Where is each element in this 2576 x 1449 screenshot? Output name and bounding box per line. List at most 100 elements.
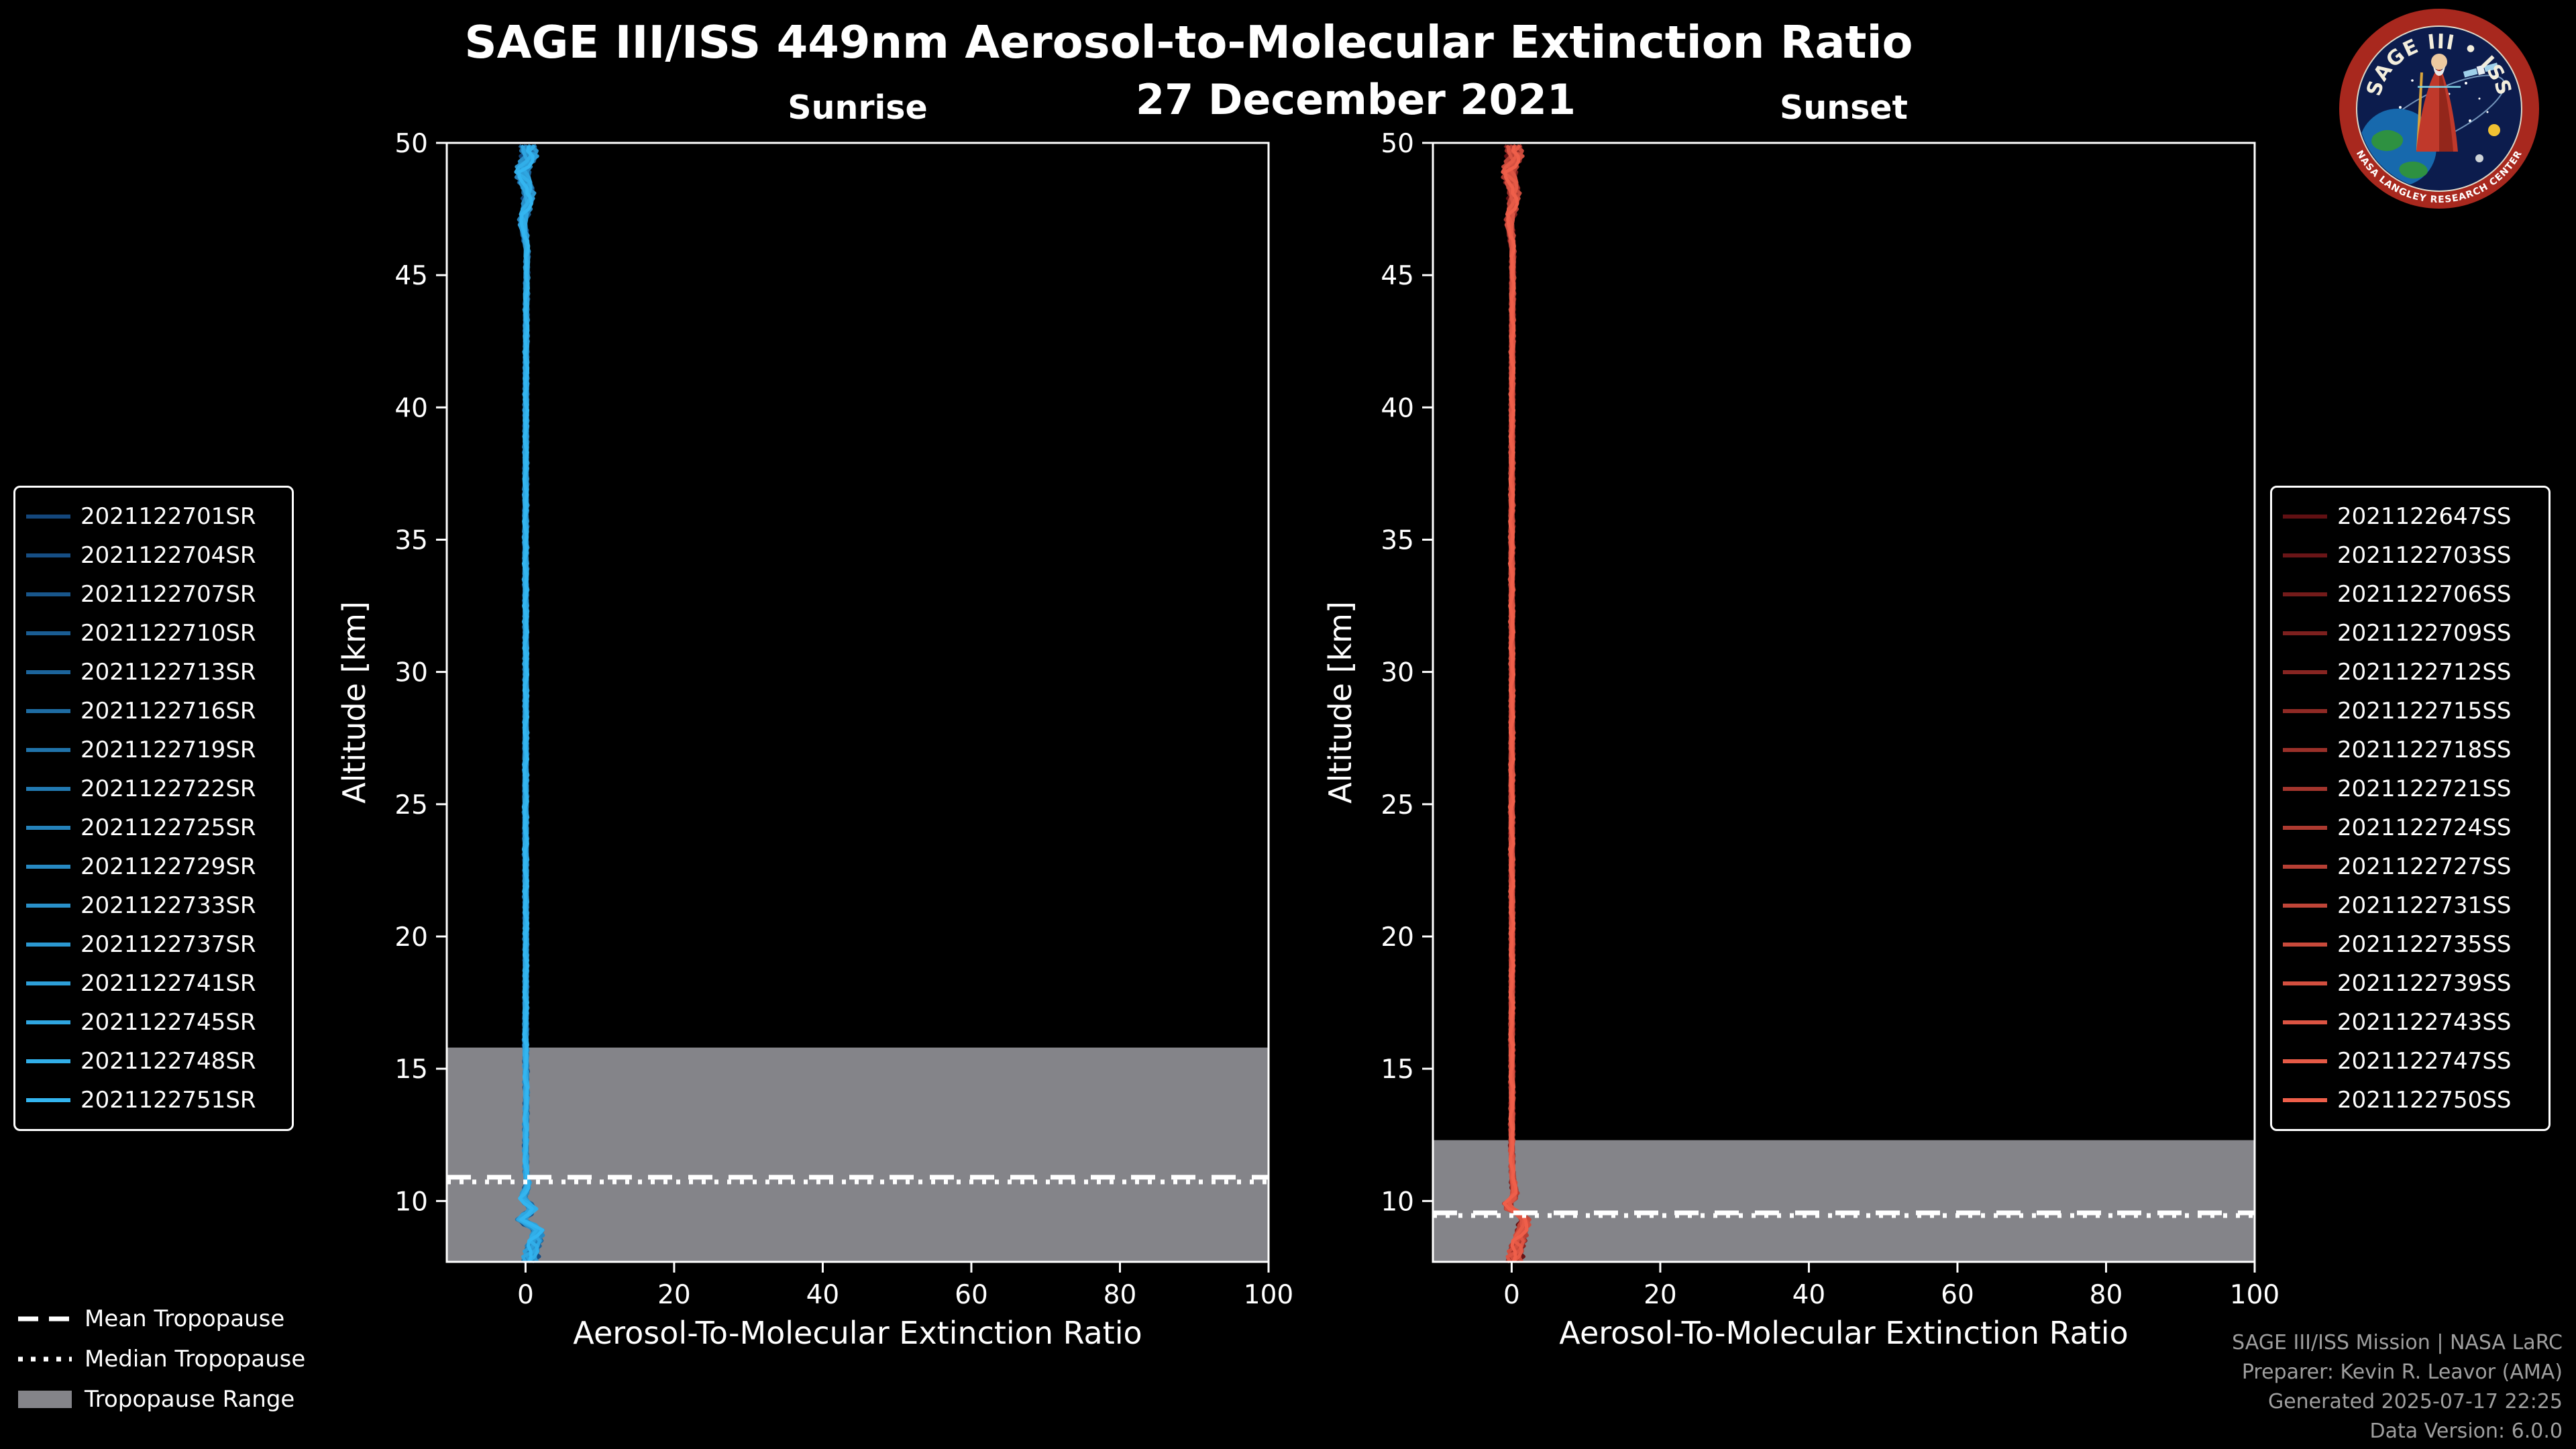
legend-item: 2021122739SS (2277, 965, 2543, 1002)
median-tropopause-legend-item: Median Tropopause (16, 1339, 305, 1379)
y-tick-label: 35 (394, 525, 428, 555)
legend-label: 2021122735SS (2337, 931, 2512, 958)
legend-label: 2021122743SS (2337, 1009, 2512, 1036)
legend-item: 2021122747SS (2277, 1042, 2543, 1080)
tropopause-legend: Mean Tropopause Median Tropopause Tropop… (16, 1299, 305, 1419)
sunset-panel-title: Sunset (1780, 89, 1908, 127)
legend-label: 2021122703SS (2337, 542, 2512, 569)
legend-label: 2021122739SS (2337, 970, 2512, 997)
patch-subtitle-mark (2418, 86, 2461, 88)
legend-item: 2021122745SR (21, 1004, 286, 1041)
legend-label: 2021122713SR (80, 659, 256, 686)
median-tropopause-label: Median Tropopause (85, 1346, 306, 1373)
y-tick-label: 50 (394, 129, 428, 159)
legend-line-swatch (2283, 1059, 2327, 1063)
legend-line-swatch (2283, 1020, 2327, 1024)
legend-line-swatch (2283, 592, 2327, 596)
tropopause-range-swatch (18, 1391, 72, 1408)
legend-label: 2021122724SS (2337, 814, 2512, 841)
tropopause-range-label: Tropopause Range (85, 1386, 295, 1413)
legend-line-swatch (26, 553, 70, 557)
legend-item: 2021122724SS (2277, 809, 2543, 847)
legend-item: 2021122741SR (21, 965, 286, 1002)
y-tick-label: 30 (394, 658, 428, 688)
legend-label: 2021122722SR (80, 775, 256, 802)
x-tick-label: 40 (1792, 1280, 1826, 1310)
legend-item: 2021122721SS (2277, 770, 2543, 808)
legend-item: 2021122713SR (21, 653, 286, 691)
y-tick-label: 30 (1381, 658, 1414, 688)
legend-item: 2021122722SR (21, 770, 286, 808)
legend-label: 2021122727SS (2337, 853, 2512, 880)
legend-item: 2021122731SS (2277, 887, 2543, 924)
profile-line-2021122751SR (517, 145, 545, 1263)
mean-tropopause-dashed-swatch (18, 1316, 72, 1322)
sunrise-plot: 0 20 40 60 80 100 10 15 20 25 30 35 40 45 50 Aerosol-To… (336, 129, 1293, 1351)
legend-item: 2021122743SS (2277, 1004, 2543, 1041)
legend-item: 2021122703SS (2277, 537, 2543, 574)
legend-label: 2021122709SS (2337, 620, 2512, 647)
legend-item: 2021122733SR (21, 887, 286, 924)
y-tick-label: 20 (1381, 922, 1414, 953)
legend-line-swatch (2283, 904, 2327, 908)
y-tick-label: 45 (1381, 261, 1414, 291)
legend-line-swatch (2283, 1098, 2327, 1102)
legend-label: 2021122701SR (80, 503, 256, 530)
legend-item: 2021122748SR (21, 1042, 286, 1080)
legend-item: 2021122719SR (21, 731, 286, 769)
legend-line-swatch (26, 670, 70, 674)
x-tick-label: 60 (955, 1280, 988, 1310)
y-tick-label: 10 (394, 1187, 428, 1217)
legend-label: 2021122712SS (2337, 659, 2512, 686)
figure-title: SAGE III/ISS 449nm Aerosol-to-Molecular … (464, 16, 1913, 68)
legend-line-swatch (26, 787, 70, 791)
profile-line-2021122724SS (1501, 144, 1531, 1263)
y-tick-label: 20 (394, 922, 428, 953)
mean-tropopause-label: Mean Tropopause (85, 1305, 285, 1332)
legend-item: 2021122735SS (2277, 926, 2543, 963)
x-tick-label: 60 (1941, 1280, 1974, 1310)
y-tick-label: 50 (1381, 129, 1414, 159)
legend-item: 2021122647SS (2277, 498, 2543, 535)
credit-mission: SAGE III/ISS Mission | NASA LaRC (2232, 1331, 2563, 1354)
x-tick-label: 80 (1104, 1280, 1137, 1310)
earth-land (2371, 129, 2404, 152)
plot-frame (1432, 142, 2256, 1263)
x-tick-label: 40 (806, 1280, 840, 1310)
legend-item: 2021122716SR (21, 692, 286, 730)
legend-line-swatch (2283, 631, 2327, 635)
legend-item: 2021122706SS (2277, 576, 2543, 613)
y-axis-label: Altitude [km] (1322, 601, 1358, 804)
credits: SAGE III/ISS Mission | NASA LaRC Prepare… (2232, 1328, 2563, 1446)
legend-item: 2021122751SR (21, 1081, 286, 1119)
y-tick-label: 15 (394, 1055, 428, 1085)
y-tick-label: 45 (394, 261, 428, 291)
legend-line-swatch (2283, 515, 2327, 519)
legend-label: 2021122725SR (80, 814, 256, 841)
x-axis-label: Aerosol-To-Molecular Extinction Ratio (1559, 1315, 2128, 1351)
legend-item: 2021122725SR (21, 809, 286, 847)
earth-land (2399, 161, 2428, 179)
legend-line-swatch (2283, 748, 2327, 752)
y-tick-label: 40 (1381, 393, 1414, 423)
legend-label: 2021122719SR (80, 737, 256, 763)
moon-icon (2475, 154, 2483, 162)
legend-line-swatch (2283, 826, 2327, 830)
legend-line-swatch (2283, 553, 2327, 557)
legend-line-swatch (26, 515, 70, 519)
credit-preparer: Preparer: Kevin R. Leavor (AMA) (2241, 1360, 2563, 1384)
date-subtitle: 27 December 2021 (1136, 75, 1576, 124)
x-tick-label: 100 (2230, 1280, 2279, 1310)
x-tick-label: 20 (657, 1280, 691, 1310)
legend-line-swatch (2283, 981, 2327, 985)
legend-line-swatch (2283, 787, 2327, 791)
x-tick-label: 80 (2090, 1280, 2123, 1310)
legend-label: 2021122716SR (80, 698, 256, 724)
legend-item: 2021122729SR (21, 848, 286, 885)
legend-item: 2021122704SR (21, 537, 286, 574)
profile-line-2021122706SS (1503, 144, 1531, 1263)
legend-label: 2021122704SR (80, 542, 256, 569)
legend-item: 2021122712SS (2277, 653, 2543, 691)
legend-item: 2021122737SR (21, 926, 286, 963)
